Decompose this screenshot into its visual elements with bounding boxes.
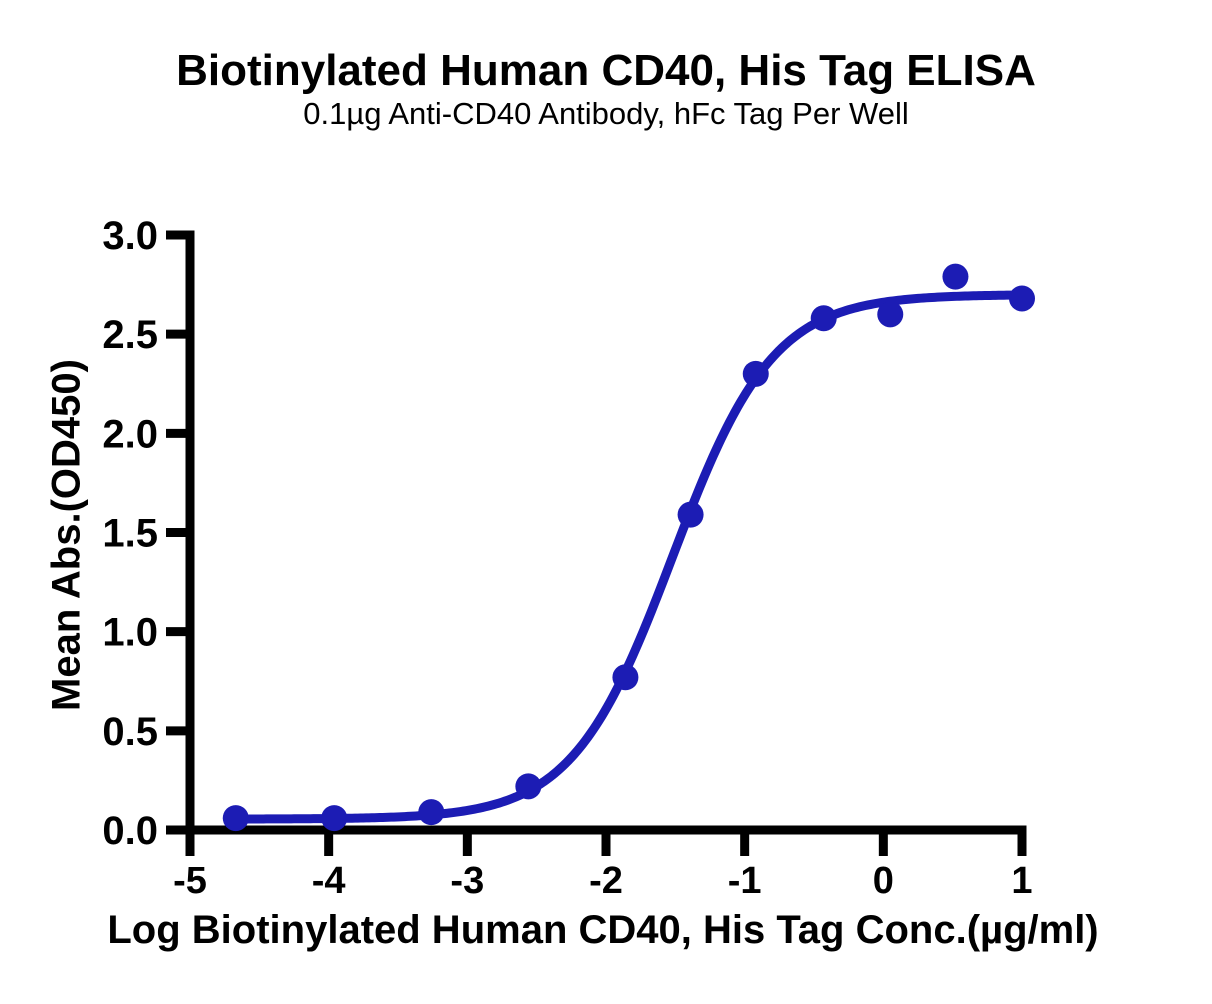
x-tick-label: -1 [728, 860, 762, 902]
y-tick-label: 0.0 [102, 809, 158, 853]
y-tick-label: 2.0 [102, 412, 158, 456]
data-point [942, 263, 969, 290]
chart-title: Biotinylated Human CD40, His Tag ELISA [176, 46, 1036, 95]
data-point [222, 805, 249, 832]
fit-curve [231, 290, 1026, 824]
data-point [418, 799, 445, 826]
x-tick-label: -3 [450, 860, 484, 902]
y-tick-label: 1.0 [102, 611, 158, 655]
x-tick-label: 1 [1011, 860, 1032, 902]
chart-subtitle: 0.1µg Anti-CD40 Antibody, hFc Tag Per We… [303, 96, 909, 131]
data-point [515, 773, 542, 800]
data-point [877, 301, 904, 328]
data-point [810, 305, 837, 332]
y-tick-label: 3.0 [102, 214, 158, 258]
data-point [321, 805, 348, 832]
data-point [742, 360, 769, 387]
data-point [612, 664, 639, 691]
y-tick-label: 2.5 [102, 313, 158, 357]
x-tick-label: 0 [873, 860, 894, 902]
x-tick-label: -4 [312, 860, 346, 902]
y-tick-label: 1.5 [102, 512, 158, 556]
data-point [677, 501, 704, 528]
data-point [1009, 285, 1035, 312]
x-tick-label: -2 [589, 860, 623, 902]
y-tick-label: 0.5 [102, 710, 158, 754]
x-axis-title: Log Biotinylated Human CD40, His Tag Con… [107, 908, 1099, 952]
x-tick-label: -5 [173, 860, 207, 902]
